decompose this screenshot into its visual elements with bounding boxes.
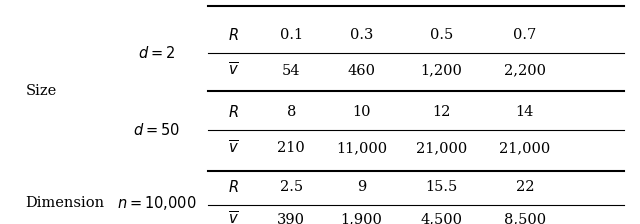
Text: 8: 8 <box>287 105 296 119</box>
Text: 12: 12 <box>433 105 451 119</box>
Text: $n = 10{,}000$: $n = 10{,}000$ <box>117 194 196 212</box>
Text: 22: 22 <box>516 180 534 194</box>
Text: 14: 14 <box>516 105 534 119</box>
Text: 4,500: 4,500 <box>420 213 463 224</box>
Text: 10: 10 <box>353 105 371 119</box>
Text: 0.1: 0.1 <box>280 28 303 42</box>
Text: Size: Size <box>26 84 57 98</box>
Text: $R$: $R$ <box>228 27 239 43</box>
Text: 1,200: 1,200 <box>420 64 463 78</box>
Text: $R$: $R$ <box>228 179 239 195</box>
Text: 2.5: 2.5 <box>280 180 303 194</box>
Text: 15.5: 15.5 <box>426 180 458 194</box>
Text: 54: 54 <box>282 64 300 78</box>
Text: 0.3: 0.3 <box>350 28 373 42</box>
Text: $d = 2$: $d = 2$ <box>138 45 175 61</box>
Text: $R$: $R$ <box>228 104 239 120</box>
Text: 1,900: 1,900 <box>340 213 383 224</box>
Text: $d = 50$: $d = 50$ <box>133 122 180 138</box>
Text: $\overline{v}$: $\overline{v}$ <box>228 139 239 156</box>
Text: 210: 210 <box>277 141 305 155</box>
Text: 11,000: 11,000 <box>336 141 387 155</box>
Text: Dimension: Dimension <box>26 196 105 210</box>
Text: 2,200: 2,200 <box>504 64 546 78</box>
Text: $\overline{v}$: $\overline{v}$ <box>228 211 239 224</box>
Text: 0.5: 0.5 <box>430 28 453 42</box>
Text: 8,500: 8,500 <box>504 213 546 224</box>
Text: 21,000: 21,000 <box>499 141 550 155</box>
Text: 460: 460 <box>348 64 376 78</box>
Text: 21,000: 21,000 <box>416 141 467 155</box>
Text: 9: 9 <box>357 180 366 194</box>
Text: 0.7: 0.7 <box>513 28 536 42</box>
Text: 390: 390 <box>277 213 305 224</box>
Text: $\overline{v}$: $\overline{v}$ <box>228 62 239 79</box>
